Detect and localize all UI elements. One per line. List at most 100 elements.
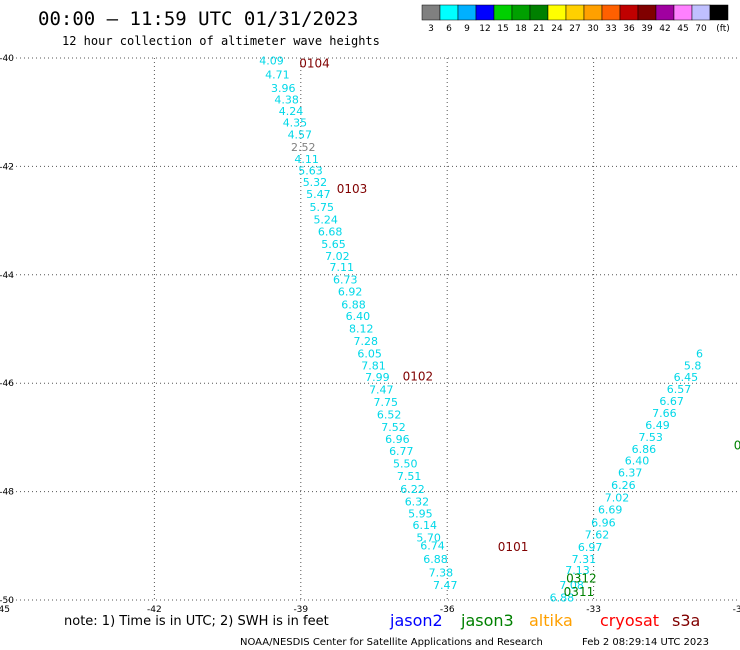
wave-height-label: 6.40 [346, 310, 371, 323]
time-label: 0311 [564, 585, 595, 599]
wave-height-label: 6.22 [400, 483, 425, 496]
wave-height-label: 4.24 [279, 105, 304, 118]
axis-ticks: -45 -42 -39 -36 -33 -30 -40 -42 -44 -46 -48 -50 [0, 54, 740, 615]
color-legend: 3 6 9 12 15 18 21 24 27 30 33 36 39 42 45 70 (ft) [421, 4, 730, 34]
lon-tick-label: -42 [147, 605, 162, 615]
wave-height-label: 5.32 [303, 176, 328, 189]
legend-label: 15 [497, 24, 508, 34]
legend-label: 36 [623, 24, 635, 34]
wave-height-label: 4.71 [265, 68, 290, 81]
lat-tick-label: -40 [0, 54, 14, 64]
lat-tick-label: -48 [0, 488, 14, 498]
wave-height-label: 6.74 [420, 539, 445, 552]
time-label: 0101 [498, 540, 529, 554]
wave-height-label: 5.24 [313, 214, 338, 227]
wave-height-label: 6.45 [674, 371, 699, 384]
legend-label: 6 [446, 24, 452, 34]
wave-height-label: 8.12 [349, 322, 374, 335]
wave-height-label: 5.63 [298, 165, 323, 178]
time-label: 0 [734, 439, 740, 453]
map-grid [8, 57, 740, 601]
legend-label: 30 [587, 24, 599, 34]
lon-tick-label: -39 [293, 605, 308, 615]
wave-height-label: 7.08 [559, 579, 584, 592]
wave-height-label: 7.02 [605, 492, 630, 505]
wave-height-label: 4.38 [274, 94, 299, 107]
wave-height-label: 7.51 [397, 470, 422, 483]
satellite-legend: jason2 jason3 altika cryosat s3a [389, 611, 700, 630]
legend-label: 18 [515, 24, 527, 34]
timestamp-text: Feb 2 08:29:14 UTC 2023 [582, 637, 709, 648]
wave-height-label: 7.47 [433, 579, 458, 592]
lon-tick-label: -33 [586, 605, 601, 615]
legend-label: 33 [605, 24, 616, 34]
wave-height-label: 6.57 [667, 383, 692, 396]
wave-height-label: 6.73 [333, 274, 358, 287]
wave-height-label: 5.65 [321, 238, 346, 251]
time-label: 0103 [337, 182, 368, 196]
legend-swatch [475, 4, 495, 21]
time-label: 0312 [566, 571, 597, 585]
page-subtitle: 12 hour collection of altimeter wave hei… [62, 34, 380, 48]
legend-swatch [637, 4, 657, 21]
satellite-cryosat: cryosat [600, 611, 659, 630]
legend-swatch [583, 4, 603, 21]
legend-label: 3 [428, 24, 434, 34]
wave-height-label: 6.52 [377, 409, 402, 422]
wave-height-label: 6.05 [357, 347, 382, 360]
wave-height-label: 7.62 [585, 528, 610, 541]
wave-height-label: 6.88 [341, 299, 366, 312]
wave-height-label: 2.52 [291, 141, 316, 154]
wave-height-label: 6.96 [591, 516, 616, 529]
legend-swatch [673, 4, 693, 21]
wave-height-label: 7.47 [369, 384, 394, 397]
time-label: 0102 [403, 370, 434, 384]
wave-height-label: 7.31 [572, 553, 597, 566]
wave-height-label: 5.70 [416, 532, 441, 545]
map-frame [8, 58, 740, 600]
legend-swatch [601, 4, 621, 21]
wave-height-label: 4.11 [294, 153, 319, 166]
wave-height-label: 6.49 [645, 419, 670, 432]
legend-label: 9 [464, 24, 470, 34]
wave-height-label: 6.37 [618, 467, 643, 480]
wave-height-label: 6.26 [611, 479, 636, 492]
legend-label: 45 [677, 24, 688, 34]
lon-tick-label: -36 [440, 605, 455, 615]
legend-label: 27 [569, 24, 580, 34]
legend-label: 21 [533, 24, 544, 34]
wave-height-label: 5.47 [306, 188, 331, 201]
wave-height-label: 7.13 [565, 564, 590, 577]
wave-height-label: 4.09 [259, 55, 284, 68]
wave-height-label: 7.81 [361, 359, 386, 372]
wave-height-label: 7.99 [365, 371, 390, 384]
credit-text: NOAA/NESDIS Center for Satellite Applica… [240, 637, 543, 648]
legend-label: (ft) [716, 24, 730, 34]
legend-label: 39 [641, 24, 653, 34]
wave-height-label: 6.67 [659, 395, 684, 408]
satellite-jason2: jason2 [389, 611, 443, 630]
wave-height-label: 6.68 [318, 225, 343, 238]
wave-height-label: 4.35 [283, 116, 308, 129]
wave-height-label: 6.88 [550, 591, 575, 604]
footer-note: note: 1) Time is in UTC; 2) SWH is in fe… [64, 614, 329, 629]
lat-tick-label: -42 [0, 162, 14, 172]
lon-tick-label: -45 [0, 605, 10, 615]
wave-height-label: 7.11 [330, 261, 355, 274]
wave-height-label: 3.96 [271, 82, 296, 95]
wave-height-label: 6.14 [413, 519, 438, 532]
wave-height-label: 6.92 [338, 286, 363, 299]
wave-height-label: 7.75 [373, 396, 398, 409]
lat-tick-label: -44 [0, 271, 14, 281]
lon-tick-label: -30 [733, 605, 740, 615]
legend-label: 24 [551, 24, 563, 34]
wave-height-label: 6.77 [389, 445, 414, 458]
wave-height-label: 7.38 [429, 566, 454, 579]
wave-height-label: 6.69 [598, 503, 623, 516]
wave-height-label: 6.32 [405, 495, 430, 508]
wave-height-label: 4.57 [288, 128, 313, 141]
legend-swatch [547, 4, 567, 21]
time-label: 0104 [299, 56, 330, 70]
